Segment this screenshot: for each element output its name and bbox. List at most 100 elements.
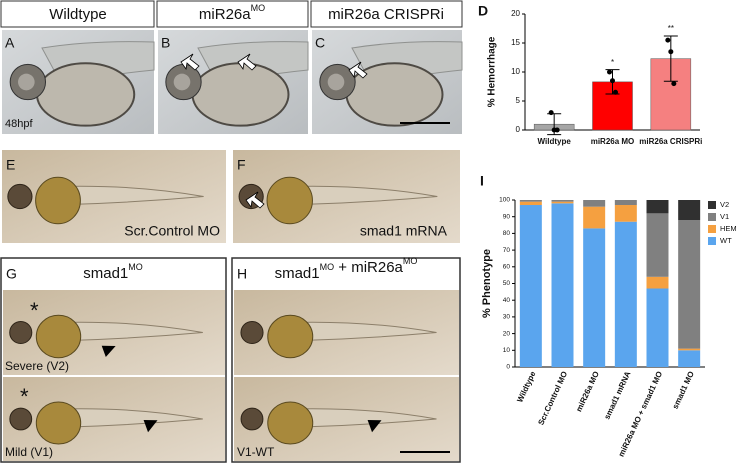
x-tick-label: Wildtype (538, 137, 572, 146)
arrowhead (101, 345, 116, 357)
rich-label: smad1MO (83, 262, 143, 282)
label: Scr.Control MO (124, 223, 220, 239)
yolk (35, 62, 136, 127)
data-point (668, 49, 674, 55)
rich-label: miR26aMO (199, 3, 265, 23)
bar-segment (583, 228, 606, 367)
y-axis-label: % Hemorrhage (487, 36, 498, 107)
label: miR26a CRISPRi (328, 6, 444, 23)
error-bar (663, 35, 678, 82)
bar-segment (519, 201, 542, 206)
data-point (610, 78, 615, 84)
bar-segment (519, 205, 542, 367)
label-sup: MO (251, 3, 266, 13)
label: Severe (V2) (5, 359, 69, 373)
label-sup: MO (403, 256, 418, 266)
label-text: smad1 (275, 265, 320, 282)
lens (173, 73, 191, 91)
embryo-tail (57, 321, 203, 342)
bar-segment (551, 201, 574, 204)
x-tick-label: Scr.Control MO (536, 370, 569, 427)
y-tick-label: 70 (503, 247, 511, 254)
data-point (613, 89, 618, 95)
yolk (35, 314, 82, 359)
bar-segment (646, 288, 669, 367)
embryo-tail (288, 185, 438, 206)
eye (9, 407, 33, 431)
legend-swatch (708, 213, 716, 221)
label: H (237, 266, 247, 282)
x-tick-label: Wildtype (515, 369, 537, 403)
y-tick-label: 40 (503, 297, 511, 304)
x-tick-label: smad1 mRNA (602, 370, 632, 421)
label-text: smad1 (83, 265, 128, 282)
embryo-tail (57, 185, 204, 206)
bar-segment (678, 348, 701, 351)
lens (327, 73, 345, 91)
panel-box (231, 257, 461, 463)
eye (9, 320, 33, 345)
label: E (6, 157, 15, 173)
y-tick-label: 30 (503, 314, 511, 321)
legend-swatch (708, 237, 716, 245)
label: A (5, 35, 15, 51)
y-tick-label: 50 (503, 280, 511, 287)
header-box (0, 0, 155, 28)
label-text: miR26a (199, 6, 251, 23)
y-tick-label: 0 (506, 364, 510, 371)
yolk (35, 401, 82, 445)
label: G (6, 266, 17, 282)
bar-segment (614, 205, 637, 222)
lens (18, 73, 35, 91)
yolk (35, 176, 81, 225)
label: * (30, 298, 39, 323)
y-tick-label: 5 (516, 96, 521, 105)
bar-segment (646, 200, 669, 214)
rich-label: smad1MO + miR26aMO (275, 256, 418, 282)
y-axis-label: % Phenotype (481, 249, 493, 318)
y-tick-label: 100 (499, 197, 510, 204)
label-sup: MO (128, 262, 143, 272)
y-tick-label: 60 (503, 264, 511, 271)
photos (2, 30, 463, 461)
bar-segment (519, 200, 542, 202)
data-point (607, 69, 612, 75)
eye (240, 407, 264, 431)
significance: * (611, 58, 614, 67)
label: smad1 mRNA (360, 223, 448, 239)
embryo-tail (289, 408, 437, 428)
label: I (480, 173, 484, 189)
y-tick-label: 10 (503, 347, 511, 354)
legend-swatch (708, 201, 716, 209)
yolk (266, 176, 313, 225)
data-point (548, 110, 554, 116)
arrow (237, 53, 257, 71)
embryo-tail (289, 321, 437, 342)
bar-segment (678, 200, 701, 221)
data-point (665, 37, 671, 43)
bar-segment (551, 200, 574, 202)
arrowhead (143, 420, 158, 433)
data-point (554, 127, 560, 133)
legend-label: WT (720, 236, 732, 245)
bar-segment (678, 220, 701, 349)
label: 48hpf (5, 118, 33, 130)
yolk (267, 401, 314, 445)
yolk (191, 62, 290, 127)
arrow (348, 61, 368, 79)
significance: ** (668, 24, 674, 33)
label: C (315, 35, 325, 51)
data-point (671, 81, 677, 87)
label: V1-WT (237, 445, 275, 459)
legend-label: HEM (720, 224, 737, 233)
bar-segment (614, 221, 637, 367)
legend-label: V2 (720, 200, 729, 209)
y-tick-label: 90 (503, 213, 511, 220)
label: Wildtype (49, 6, 107, 23)
x-tick-label: miR26a CRISPRi (639, 137, 702, 146)
legend-label: V1 (720, 212, 729, 221)
header-box (156, 0, 309, 28)
header-box (310, 0, 463, 28)
eye (7, 183, 33, 210)
